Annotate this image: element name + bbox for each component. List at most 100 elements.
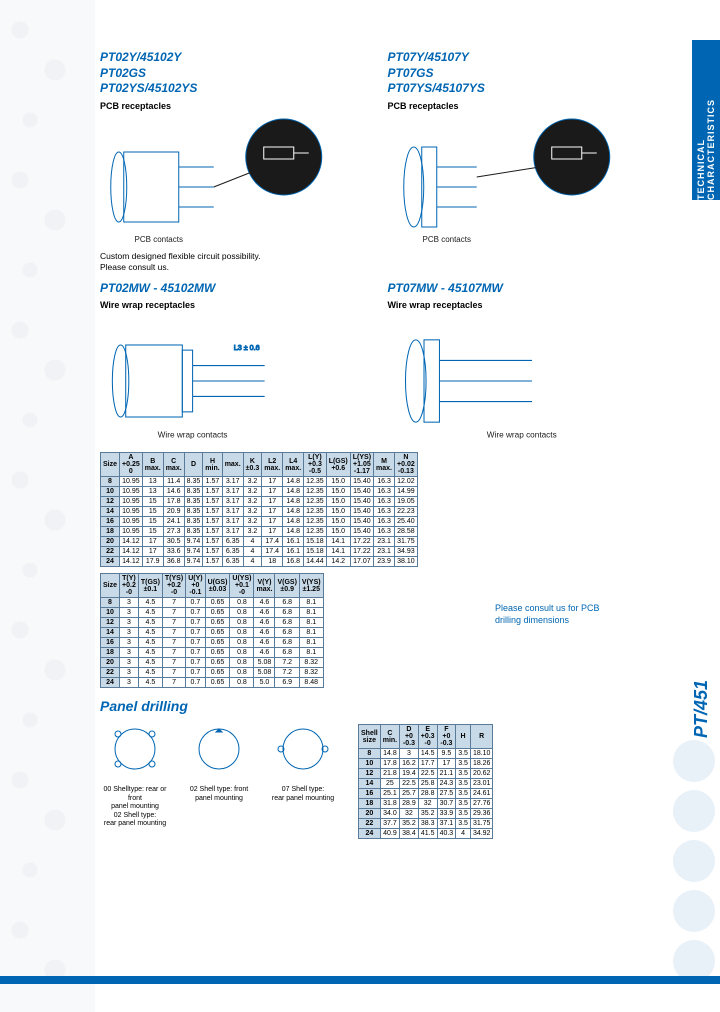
- cell: 15.40: [350, 527, 373, 537]
- cell: 10.95: [120, 507, 143, 517]
- cell: 23.1: [374, 547, 395, 557]
- cell: 17.8: [380, 759, 399, 769]
- cell: 23.1: [374, 537, 395, 547]
- cell: 4: [456, 829, 471, 839]
- cell: 8.35: [184, 517, 203, 527]
- cell: 4.5: [138, 608, 162, 618]
- cell: 8.1: [299, 598, 323, 608]
- table-row: 1810.951527.38.351.573.173.21714.812.351…: [101, 527, 418, 537]
- table-row: 1010.951314.68.351.573.173.21714.812.351…: [101, 487, 418, 497]
- cell: 8.35: [184, 477, 203, 487]
- col-header: Size: [101, 453, 120, 477]
- cell: 24: [101, 557, 120, 567]
- cell: 1.57: [203, 517, 222, 527]
- cell: 6.8: [275, 648, 299, 658]
- cell: 16.3: [374, 517, 395, 527]
- cell: 0.7: [186, 628, 205, 638]
- cell: 29.36: [470, 809, 493, 819]
- col-header: C max.: [163, 453, 184, 477]
- cell: 12.35: [304, 477, 327, 487]
- col-header: L2 max.: [262, 453, 283, 477]
- cell: 12.35: [304, 517, 327, 527]
- panel-fig-00: 00 Shelltype: rear or front panel mounti…: [100, 724, 170, 828]
- cell: 14.1: [326, 537, 350, 547]
- cell: 3: [400, 749, 419, 759]
- cell: 20.62: [470, 769, 493, 779]
- cell: 27.5: [437, 789, 456, 799]
- cell: 14: [101, 628, 120, 638]
- cell: 16.3: [374, 497, 395, 507]
- cell: 7: [162, 648, 185, 658]
- cell: 3.5: [456, 779, 471, 789]
- cell: 0.65: [205, 618, 230, 628]
- cell: 8.35: [184, 487, 203, 497]
- cell: 14: [359, 779, 381, 789]
- col-header: U(YS) +0.1 -0: [230, 574, 254, 598]
- cell: 24: [359, 829, 381, 839]
- cell: 4.5: [138, 618, 162, 628]
- table-row: 2237.735.238.337.13.531.75: [359, 819, 493, 829]
- cell: 7: [162, 668, 185, 678]
- cell: 0.8: [230, 678, 254, 688]
- cell: 3.2: [243, 497, 262, 507]
- cell: 3.2: [243, 477, 262, 487]
- cell: 0.7: [186, 638, 205, 648]
- cell: 3: [120, 618, 139, 628]
- cell: 18.26: [470, 759, 493, 769]
- cell: 7: [162, 598, 185, 608]
- cell: 18: [101, 648, 120, 658]
- cell: 34.93: [395, 547, 418, 557]
- cell: 24: [101, 678, 120, 688]
- cell: 16.2: [400, 759, 419, 769]
- cell: 8.32: [299, 658, 323, 668]
- cell: 7: [162, 638, 185, 648]
- table-row: 2014.121730.59.741.576.35417.416.115.181…: [101, 537, 418, 547]
- table-row: 1034.570.70.650.84.66.88.1: [101, 608, 324, 618]
- cell: 5.08: [254, 668, 275, 678]
- title-pt02mw: PT02MW - 45102MW: [100, 281, 368, 297]
- cell: 10.95: [120, 477, 143, 487]
- table-row: 1234.570.70.650.84.66.88.1: [101, 618, 324, 628]
- cell: 11.4: [163, 477, 184, 487]
- cell: 17.4: [262, 537, 283, 547]
- dimensions-table-2: SizeT(Y) +0.2 -0T(GS) ±0.1T(YS) +0.2 -0U…: [100, 573, 324, 688]
- col-header: T(GS) ±0.1: [138, 574, 162, 598]
- table-row: 2434.570.70.650.85.06.98.48: [101, 678, 324, 688]
- cell: 3.2: [243, 507, 262, 517]
- col-header: D: [184, 453, 203, 477]
- cell: 17: [437, 759, 456, 769]
- cell: 33.9: [437, 809, 456, 819]
- cell: 16.3: [374, 487, 395, 497]
- cell: 14.2: [326, 557, 350, 567]
- col-header: Shell size: [359, 725, 381, 749]
- cell: 15.18: [304, 537, 327, 547]
- cell: 14.1: [326, 547, 350, 557]
- cell: 17.7: [418, 759, 437, 769]
- col-header: Size: [101, 574, 120, 598]
- cell: 18: [101, 527, 120, 537]
- cell: 15.40: [350, 517, 373, 527]
- cell: 6.8: [275, 608, 299, 618]
- cell: 0.8: [230, 668, 254, 678]
- cell: 10.95: [120, 527, 143, 537]
- col-header: U(Y) +0 -0.1: [186, 574, 205, 598]
- cell: 17: [262, 497, 283, 507]
- col-header: M max.: [374, 453, 395, 477]
- cell: 3.5: [456, 819, 471, 829]
- cell: 3: [120, 638, 139, 648]
- cell: 3: [120, 648, 139, 658]
- cell: 0.65: [205, 648, 230, 658]
- cell: 3: [120, 608, 139, 618]
- cell: 3.5: [456, 799, 471, 809]
- cell: 4.6: [254, 598, 275, 608]
- cell: 16.1: [283, 547, 304, 557]
- col-header: H min.: [203, 453, 222, 477]
- cell: 1.57: [203, 527, 222, 537]
- cell: 15.0: [326, 487, 350, 497]
- cell: 8.1: [299, 618, 323, 628]
- cell: 14.12: [120, 537, 143, 547]
- cell: 17.9: [142, 557, 163, 567]
- cell: 28.58: [395, 527, 418, 537]
- cell: 3.17: [222, 527, 243, 537]
- cell: 4.5: [138, 628, 162, 638]
